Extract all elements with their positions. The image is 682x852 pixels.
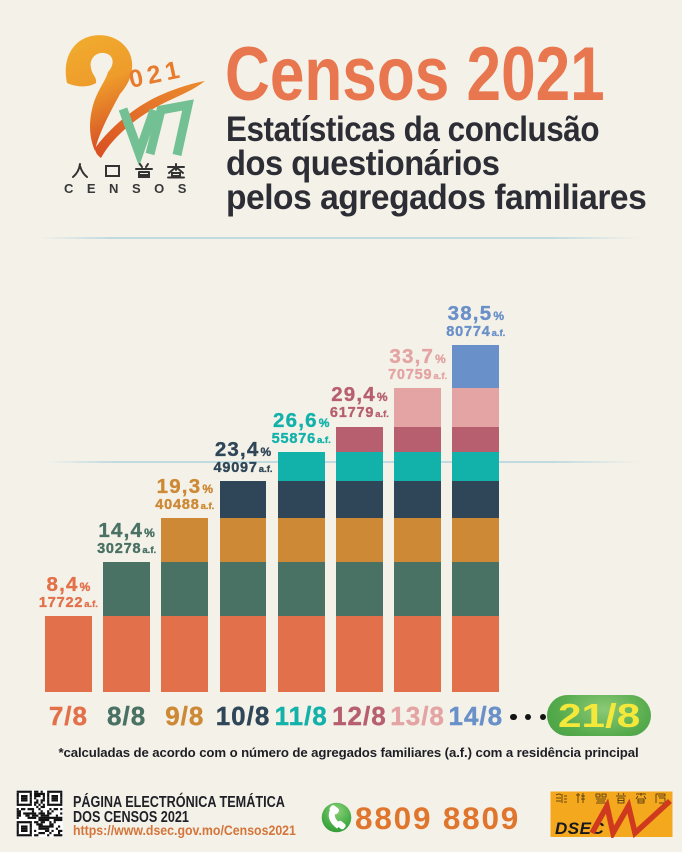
svg-text:CENSOS: CENSOS (64, 181, 200, 195)
svg-text:021: 021 (126, 55, 186, 94)
svg-text:DSEC: DSEC (555, 819, 604, 838)
